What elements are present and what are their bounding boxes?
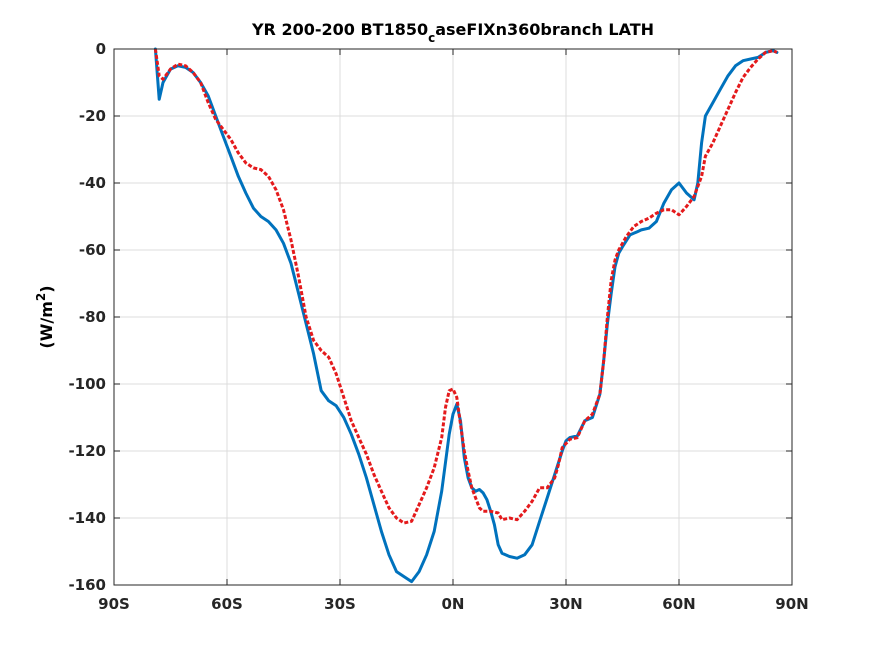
x-tick-label: 90S [98, 595, 130, 613]
chart-title-subscript: c [428, 31, 435, 45]
series-line-1 [153, 47, 779, 584]
series-line-2 [153, 48, 778, 525]
chart-title-rest: aseFIXn360branch LATH [435, 20, 654, 39]
x-tick-label: 0N [442, 595, 465, 613]
y-axis-label-close: ) [37, 285, 56, 292]
x-tick-label: 90N [775, 595, 808, 613]
y-tick-label: -40 [79, 174, 106, 192]
y-tick-label: -120 [68, 442, 106, 460]
x-tick-label: 60N [662, 595, 695, 613]
y-tick-label: -80 [79, 308, 106, 326]
y-tick-label: -160 [68, 576, 106, 594]
x-tick-label: 30N [549, 595, 582, 613]
chart-title: YR 200-200 BT1850caseFIXn360branch LATH [251, 20, 654, 45]
y-tick-label: -60 [79, 241, 106, 259]
axis-ticks: 90S 60S 30S 0N 30N 60N 90N 0 -20 -40 -60 -80 -100 -12… [68, 40, 808, 613]
y-axis-label-superscript: 2 [34, 293, 48, 301]
series-group [153, 47, 779, 584]
x-tick-label: 60S [211, 595, 243, 613]
y-axis-label: (W/m2) [34, 285, 56, 348]
y-tick-label: -100 [68, 375, 106, 393]
y-tick-label: -140 [68, 509, 106, 527]
y-tick-label: 0 [96, 40, 106, 58]
y-axis-label-main: (W/m [37, 301, 56, 348]
chart-title-main: YR 200-200 BT1850 [251, 20, 428, 39]
y-tick-label: -20 [79, 107, 106, 125]
x-tick-label: 30S [324, 595, 356, 613]
